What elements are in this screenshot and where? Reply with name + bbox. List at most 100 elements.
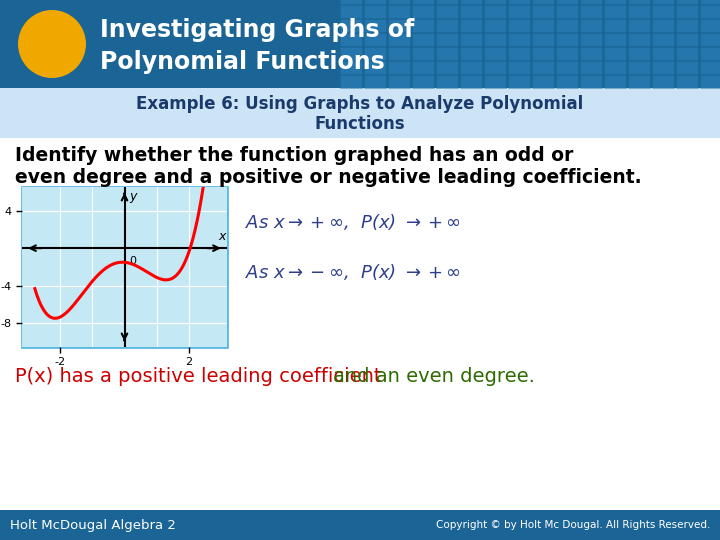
Bar [388, 19, 410, 32]
Bar [700, 19, 720, 32]
Bar [436, 75, 458, 88]
Bar [556, 61, 578, 74]
Bar [412, 0, 434, 4]
Bar [340, 33, 362, 46]
Bar [484, 5, 506, 18]
Bar [532, 0, 554, 4]
Bar [388, 0, 410, 4]
Bar [628, 5, 650, 18]
Bar [460, 75, 482, 88]
Text: As $x \rightarrow -\infty$,  $P$($x$) $\rightarrow +\infty$: As $x \rightarrow -\infty$, $P$($x$) $\r… [245, 262, 461, 282]
Bar [580, 33, 602, 46]
Bar [388, 33, 410, 46]
Bar [676, 61, 698, 74]
Bar [676, 5, 698, 18]
Bar [532, 47, 554, 60]
Bar [412, 19, 434, 32]
Bar [580, 5, 602, 18]
Bar [340, 5, 362, 18]
Bar [532, 19, 554, 32]
Bar [340, 61, 362, 74]
Bar [676, 33, 698, 46]
Bar [388, 47, 410, 60]
Bar [460, 5, 482, 18]
Bar [436, 0, 458, 4]
Bar [508, 75, 530, 88]
Bar [436, 61, 458, 74]
Bar [364, 0, 386, 4]
Bar [484, 61, 506, 74]
Text: y: y [130, 190, 137, 203]
Bar [604, 61, 626, 74]
Bar [532, 75, 554, 88]
Bar [340, 47, 362, 60]
Bar [652, 75, 674, 88]
Bar [628, 19, 650, 32]
Text: Copyright © by Holt Mc Dougal. All Rights Reserved.: Copyright © by Holt Mc Dougal. All Right… [436, 520, 710, 530]
Bar [700, 47, 720, 60]
Bar [484, 0, 506, 4]
Bar [676, 19, 698, 32]
Bar [652, 5, 674, 18]
Bar [436, 47, 458, 60]
Bar [0, 88, 720, 138]
Bar [700, 0, 720, 4]
Bar [364, 47, 386, 60]
Text: Functions: Functions [315, 115, 405, 133]
Bar [676, 75, 698, 88]
Text: Polynomial Functions: Polynomial Functions [100, 50, 384, 74]
Bar [484, 33, 506, 46]
Bar [508, 19, 530, 32]
Bar [700, 61, 720, 74]
Bar [508, 47, 530, 60]
Bar [340, 75, 362, 88]
Bar [652, 61, 674, 74]
Bar [700, 75, 720, 88]
Bar [604, 19, 626, 32]
Bar [580, 47, 602, 60]
Bar [364, 75, 386, 88]
Bar [436, 33, 458, 46]
Bar [700, 33, 720, 46]
Text: Investigating Graphs of: Investigating Graphs of [100, 18, 415, 42]
Bar [652, 0, 674, 4]
Bar [556, 19, 578, 32]
Text: x: x [218, 231, 226, 244]
Text: As $x \rightarrow +\infty$,  $P$($x$) $\rightarrow +\infty$: As $x \rightarrow +\infty$, $P$($x$) $\r… [245, 212, 461, 232]
Bar [484, 19, 506, 32]
Bar [508, 33, 530, 46]
Bar [460, 61, 482, 74]
Text: P(x) has a positive leading coefficient: P(x) has a positive leading coefficient [15, 367, 388, 386]
Bar [628, 61, 650, 74]
Bar [700, 5, 720, 18]
Bar [556, 33, 578, 46]
Bar [412, 5, 434, 18]
Bar [628, 47, 650, 60]
Bar [580, 0, 602, 4]
Bar [388, 61, 410, 74]
Bar [556, 0, 578, 4]
Bar [388, 75, 410, 88]
Bar [628, 0, 650, 4]
Bar [556, 5, 578, 18]
Bar [508, 61, 530, 74]
Bar [364, 61, 386, 74]
Bar [532, 5, 554, 18]
Text: Identify whether the function graphed has an odd or: Identify whether the function graphed ha… [15, 146, 573, 165]
Bar [484, 75, 506, 88]
Text: 0: 0 [130, 256, 136, 266]
Bar [388, 5, 410, 18]
Bar [436, 5, 458, 18]
Bar [532, 33, 554, 46]
Bar [436, 19, 458, 32]
Bar [652, 47, 674, 60]
Bar [652, 33, 674, 46]
Bar [364, 5, 386, 18]
Bar [628, 75, 650, 88]
Bar [628, 33, 650, 46]
Bar [652, 19, 674, 32]
Bar [22, 187, 227, 347]
Bar [676, 0, 698, 4]
Bar [508, 0, 530, 4]
Bar [604, 47, 626, 60]
